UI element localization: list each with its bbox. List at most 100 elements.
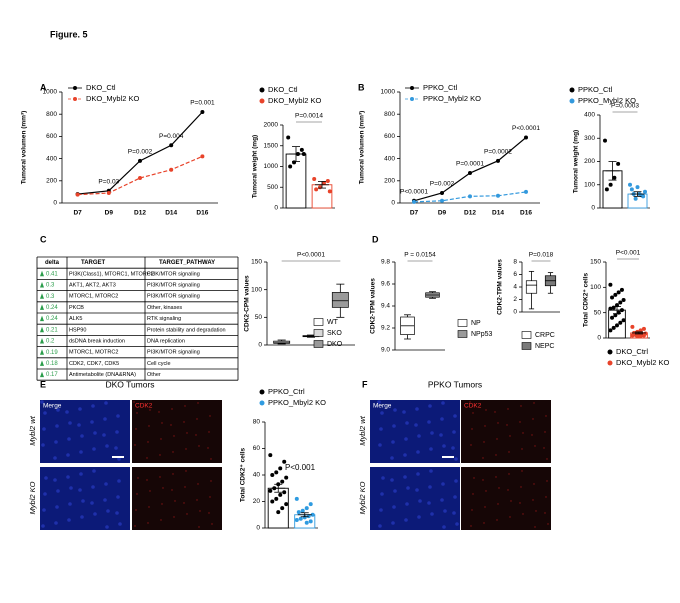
cell-spot bbox=[117, 457, 121, 461]
cell-spot bbox=[56, 408, 60, 412]
cell-spot bbox=[391, 521, 395, 525]
point bbox=[292, 160, 297, 165]
panel-label: B bbox=[358, 82, 365, 92]
cell-spot bbox=[186, 513, 188, 515]
cell-spot bbox=[379, 427, 383, 431]
p-value: P<0.0001 bbox=[400, 188, 428, 195]
point bbox=[613, 292, 618, 297]
cell-spot bbox=[183, 502, 185, 504]
y-tick-label: 6 bbox=[513, 271, 517, 278]
cell-spot bbox=[509, 435, 511, 437]
y-tick-label: 0 bbox=[258, 342, 262, 349]
legend-label: PPKO_Mybl2 KO bbox=[423, 94, 481, 103]
series-line bbox=[413, 137, 527, 202]
cell-spot bbox=[67, 518, 71, 522]
cell-spot bbox=[416, 472, 420, 476]
table-cell: PI3K/MTOR signaling bbox=[147, 282, 200, 288]
cell-spot bbox=[210, 458, 212, 460]
cell-spot bbox=[543, 447, 545, 449]
scale-bar bbox=[112, 456, 124, 458]
point bbox=[75, 192, 80, 197]
legend-swatch bbox=[457, 330, 468, 338]
y-tick-label: 200 bbox=[584, 158, 595, 165]
cell-spot bbox=[184, 405, 186, 407]
cell-spot bbox=[379, 508, 383, 512]
cell-spot bbox=[171, 489, 173, 491]
image-row-label: Mybl2 KO bbox=[28, 481, 37, 514]
point bbox=[621, 298, 626, 302]
cell-spot bbox=[149, 490, 151, 492]
y-tick-label: 400 bbox=[384, 155, 395, 162]
y-tick-label: 200 bbox=[46, 178, 57, 185]
cell-spot bbox=[80, 515, 84, 519]
y-axis-title: CDK2-CPM values bbox=[244, 275, 251, 332]
image-row-label: Mybl2 wt bbox=[28, 415, 37, 446]
panel-label: C bbox=[40, 234, 47, 244]
cell-spot bbox=[507, 489, 509, 491]
x-tick-label: D12 bbox=[464, 210, 476, 217]
legend-label: PPKO_Mybl2 KO bbox=[578, 96, 636, 105]
y-tick-label: 100 bbox=[584, 181, 595, 188]
cell-spot bbox=[473, 477, 475, 479]
cell-spot bbox=[106, 509, 110, 513]
cell-spot bbox=[427, 420, 431, 424]
cell-spot bbox=[509, 516, 511, 518]
table-cell: HSP90 bbox=[69, 327, 86, 333]
point bbox=[608, 182, 613, 187]
cell-spot bbox=[55, 424, 59, 428]
cell-spot bbox=[415, 407, 419, 411]
cell-spot bbox=[171, 408, 173, 410]
box bbox=[525, 280, 538, 294]
cell-spot bbox=[442, 525, 446, 529]
cell-spot bbox=[147, 441, 149, 443]
point bbox=[308, 519, 313, 524]
cell-spot bbox=[53, 478, 57, 482]
point bbox=[282, 459, 287, 464]
cell-spot bbox=[427, 501, 431, 505]
bar bbox=[267, 487, 289, 529]
y-tick-label: 2 bbox=[513, 296, 517, 303]
point bbox=[310, 512, 315, 517]
y-tick-label: 9.2 bbox=[381, 325, 390, 332]
point bbox=[496, 193, 500, 198]
cell-spot bbox=[65, 410, 69, 414]
point bbox=[200, 109, 205, 114]
cell-spot bbox=[404, 518, 408, 522]
x-tick-label: D16 bbox=[196, 210, 208, 217]
table-cell: PI3K/MTOR signaling bbox=[147, 294, 200, 300]
cell-spot bbox=[69, 486, 73, 490]
cell-spot bbox=[485, 409, 487, 411]
cell-spot bbox=[378, 443, 382, 447]
point bbox=[270, 499, 275, 504]
point bbox=[440, 198, 444, 203]
cell-spot bbox=[54, 440, 58, 444]
cell-spot bbox=[507, 408, 509, 410]
point bbox=[274, 470, 279, 475]
cell-spot bbox=[547, 523, 549, 525]
legend-label: DKO_Ctl bbox=[268, 85, 298, 94]
y-axis-title: CDK2-TPM values bbox=[370, 278, 377, 334]
point bbox=[630, 333, 635, 338]
table-cell: 0.21 bbox=[46, 327, 58, 333]
legend-marker bbox=[410, 97, 414, 101]
cell-spot bbox=[454, 479, 458, 483]
x-tick-label: D12 bbox=[134, 210, 146, 217]
table-cell: PI3K/MTOR signaling bbox=[147, 271, 200, 277]
cell-spot bbox=[197, 483, 199, 485]
point bbox=[616, 290, 621, 295]
table-cell: Other, kinases bbox=[147, 305, 182, 311]
cell-spot bbox=[170, 424, 172, 426]
table-cell: AKT1, AKT2, AKT3 bbox=[69, 282, 116, 288]
cell-spot bbox=[451, 446, 455, 450]
y-tick-label: 1000 bbox=[264, 163, 279, 170]
legend-swatch bbox=[521, 331, 532, 339]
legend-marker bbox=[569, 87, 575, 93]
legend-label: NEPC bbox=[535, 343, 554, 350]
legend-marker bbox=[259, 389, 265, 395]
y-tick-label: 800 bbox=[46, 111, 57, 118]
cell-spot bbox=[471, 428, 473, 430]
point bbox=[619, 287, 624, 292]
p-value: P=0.004 bbox=[159, 133, 184, 140]
cell-spot bbox=[544, 431, 546, 433]
